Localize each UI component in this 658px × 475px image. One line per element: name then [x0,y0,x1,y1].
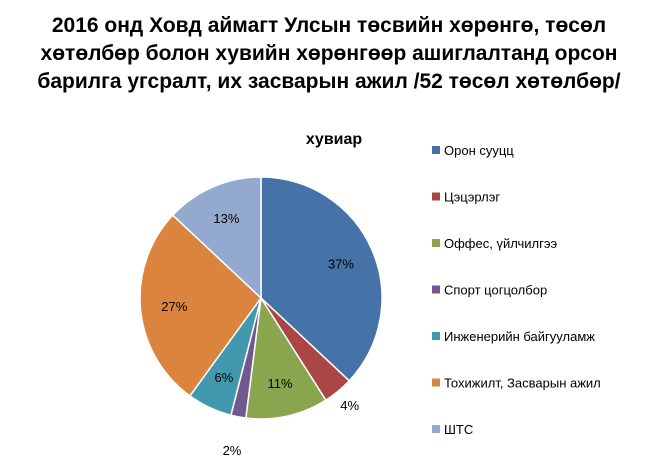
legend-swatch-4 [432,285,440,294]
legend-swatch-6 [432,378,440,387]
chart-title-line-2: хөтөлбөр болон хувийн хөрөнгөөр ашиглалт… [40,42,618,65]
chart-subtitle: хувиар [306,131,363,148]
legend: Орон сууцц Цэцэрлэг Оффес, үйлчилгээ Спорт … [432,143,601,437]
legend-swatch-3 [432,239,440,247]
pie-slice-label-7: 13% [213,211,239,226]
pie-slice-labels: 37% 4% 11% 2% 6% 27% 13% [161,211,359,458]
legend-swatch-2 [432,192,440,201]
pie-slice-6 [139,214,262,397]
legend-label-3: Оффес, үйлчилгээ [444,236,558,251]
legend-swatch-5 [432,332,440,340]
pie-slice-3 [244,295,327,420]
legend-label-7: ШТС [444,422,473,437]
legend-label-4: Спорт цогцолбор [444,283,547,298]
pie-slice-label-3: 11% [267,376,292,391]
legend-swatch-1 [432,146,440,154]
pie-slices [139,176,383,420]
legend-swatch-7 [432,425,440,433]
chart-title-line-3: барилга угсралт, их засварын ажил /52 тө… [37,70,621,93]
chart-title-line-1: 2016 онд Ховд аймагт Улсын төсвийн хөрөн… [51,14,607,37]
pie-slice-label-5: 6% [215,370,234,385]
legend-label-2: Цэцэрлэг [444,190,500,205]
legend-label-1: Орон сууцц [444,143,514,158]
chart-title: 2016 онд Ховд аймагт Улсын төсвийн хөрөн… [0,12,658,96]
pie-slice-1 [260,176,383,382]
pie-slice-label-2: 4% [340,398,359,413]
pie-slice-label-4: 2% [223,443,242,458]
legend-label-5: Инженерийн байгууламж [444,329,595,344]
legend-label-6: Тохижилт, Засварын ажил [444,376,601,391]
pie-slice-label-1: 37% [328,256,354,271]
pie-slice-label-6: 27% [161,299,187,314]
pie-slice-7 [171,176,262,300]
